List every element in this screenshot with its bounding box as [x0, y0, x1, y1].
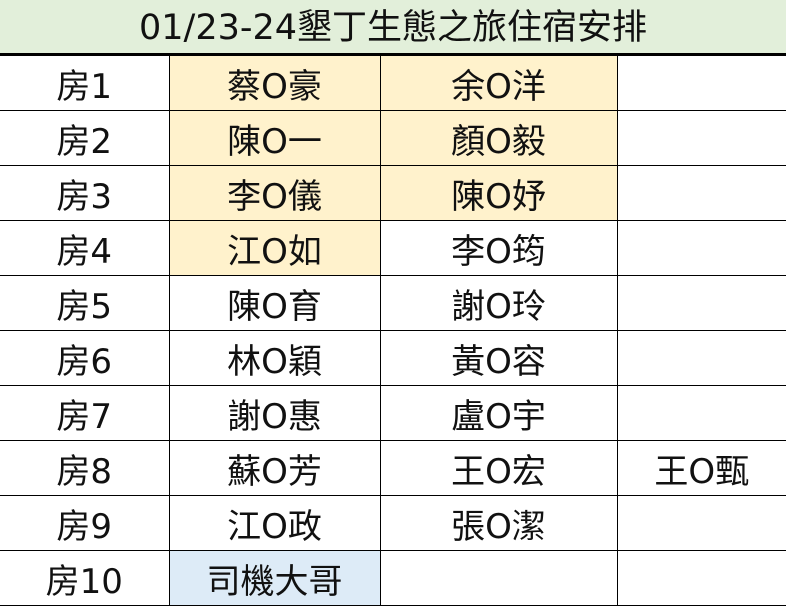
guest-cell[interactable]: 王O甄	[616, 440, 786, 496]
guest-cell[interactable]: 林O穎	[168, 330, 381, 386]
table-row: 房1 蔡O豪 余O洋	[0, 55, 786, 111]
room-label-cell[interactable]: 房8	[0, 440, 170, 496]
guest-cell[interactable]	[616, 550, 786, 606]
guest-cell[interactable]: 李O筠	[379, 220, 618, 276]
guest-cell[interactable]	[616, 110, 786, 166]
guest-cell[interactable]: 盧O宇	[379, 385, 618, 441]
room-label-cell[interactable]: 房5	[0, 275, 170, 331]
table-row: 房10 司機大哥	[0, 550, 786, 606]
guest-cell[interactable]: 司機大哥	[168, 550, 381, 606]
table-row: 房2 陳O一 顏O毅	[0, 110, 786, 166]
table-row: 房3 李O儀 陳O妤	[0, 165, 786, 221]
room-label-cell[interactable]: 房4	[0, 220, 170, 276]
guest-cell[interactable]: 張O潔	[379, 495, 618, 551]
room-label-cell[interactable]: 房1	[0, 55, 170, 111]
table-row: 房7 謝O惠 盧O宇	[0, 385, 786, 441]
guest-cell[interactable]: 黃O容	[379, 330, 618, 386]
room-label-cell[interactable]: 房9	[0, 495, 170, 551]
table-row: 房8 蘇O芳 王O宏 王O甄	[0, 440, 786, 496]
guest-cell[interactable]	[616, 385, 786, 441]
guest-cell[interactable]: 江O如	[168, 220, 381, 276]
guest-cell[interactable]: 江O政	[168, 495, 381, 551]
table-row: 房4 江O如 李O筠	[0, 220, 786, 276]
table-row: 房9 江O政 張O潔	[0, 495, 786, 551]
guest-cell[interactable]: 余O洋	[379, 55, 618, 111]
room-table: 房1 蔡O豪 余O洋 房2 陳O一 顏O毅 房3 李O儀 陳O妤 房4 江O如 李O筠 房5 陳O育 謝O玲…	[0, 55, 786, 606]
sheet-title: 01/23-24墾丁生態之旅住宿安排	[0, 0, 786, 55]
guest-cell[interactable]	[616, 220, 786, 276]
guest-cell[interactable]: 謝O惠	[168, 385, 381, 441]
room-label-cell[interactable]: 房3	[0, 165, 170, 221]
guest-cell[interactable]	[616, 55, 786, 111]
guest-cell[interactable]: 謝O玲	[379, 275, 618, 331]
room-label-cell[interactable]: 房7	[0, 385, 170, 441]
guest-cell[interactable]	[616, 275, 786, 331]
guest-cell[interactable]: 陳O育	[168, 275, 381, 331]
room-label-cell[interactable]: 房10	[0, 550, 170, 606]
guest-cell[interactable]	[379, 550, 618, 606]
guest-cell[interactable]	[616, 495, 786, 551]
guest-cell[interactable]	[616, 330, 786, 386]
table-row: 房6 林O穎 黃O容	[0, 330, 786, 386]
guest-cell[interactable]: 蔡O豪	[168, 55, 381, 111]
guest-cell[interactable]: 蘇O芳	[168, 440, 381, 496]
guest-cell[interactable]: 顏O毅	[379, 110, 618, 166]
guest-cell[interactable]: 王O宏	[379, 440, 618, 496]
guest-cell[interactable]: 陳O妤	[379, 165, 618, 221]
guest-cell[interactable]: 李O儀	[168, 165, 381, 221]
guest-cell[interactable]: 陳O一	[168, 110, 381, 166]
table-row: 房5 陳O育 謝O玲	[0, 275, 786, 331]
room-label-cell[interactable]: 房6	[0, 330, 170, 386]
room-label-cell[interactable]: 房2	[0, 110, 170, 166]
guest-cell[interactable]	[616, 165, 786, 221]
